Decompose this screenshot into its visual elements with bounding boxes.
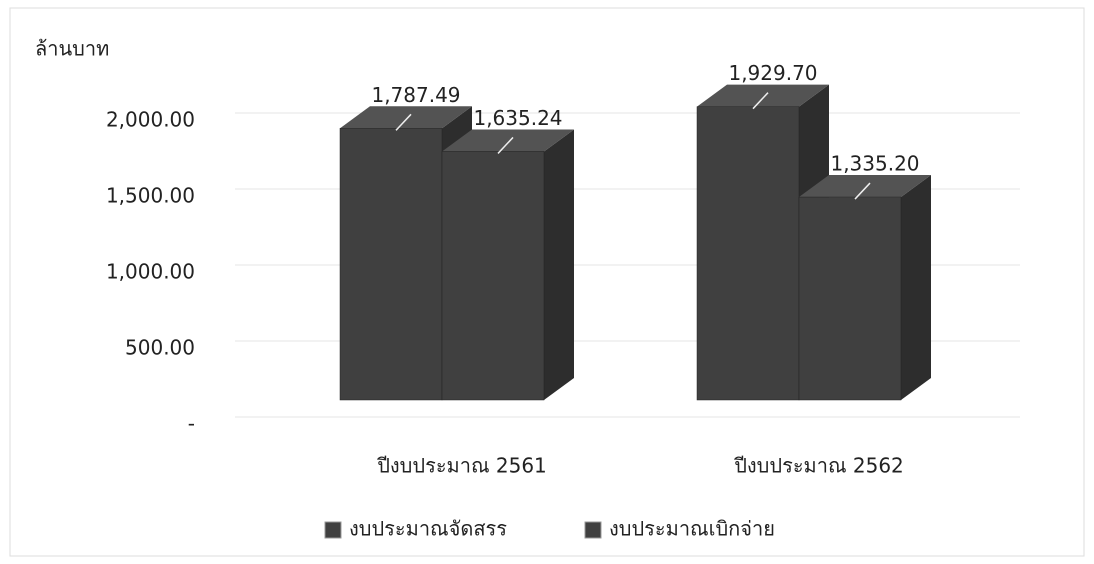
bar	[798, 196, 902, 401]
bar-side	[901, 175, 931, 400]
y-tick-label: -	[188, 412, 195, 436]
x-tick-label: ปีงบประมาณ 2562	[734, 454, 904, 478]
leader-line	[752, 92, 769, 110]
axis-title: ล้านบาท	[35, 37, 109, 61]
bar-top	[340, 106, 472, 129]
legend-swatch	[324, 521, 342, 539]
bar	[696, 106, 800, 401]
y-tick-label: 500.00	[125, 336, 195, 360]
bar-side	[544, 129, 574, 400]
bar-top	[442, 129, 574, 152]
bar-top	[697, 84, 829, 107]
bar-top	[799, 175, 931, 198]
value-label: 1,929.70	[728, 61, 817, 85]
legend-label: งบประมาณเบิกจ่าย	[609, 517, 775, 541]
legend-label: งบประมาณจัดสรร	[349, 517, 507, 541]
y-tick-label: 2,000.00	[106, 108, 195, 132]
y-tick-label: 1,000.00	[106, 260, 195, 284]
leader-line	[854, 182, 871, 200]
bar	[339, 128, 443, 401]
value-label: 1,635.24	[473, 106, 562, 130]
value-label: 1,335.20	[830, 152, 919, 176]
legend-swatch	[584, 521, 602, 539]
leader-line	[395, 113, 412, 131]
bar	[441, 151, 545, 401]
value-label: 1,787.49	[371, 83, 460, 107]
x-tick-label: ปีงบประมาณ 2561	[377, 454, 547, 478]
leader-line	[497, 136, 514, 154]
y-tick-label: 1,500.00	[106, 184, 195, 208]
chart-border	[9, 7, 1085, 557]
